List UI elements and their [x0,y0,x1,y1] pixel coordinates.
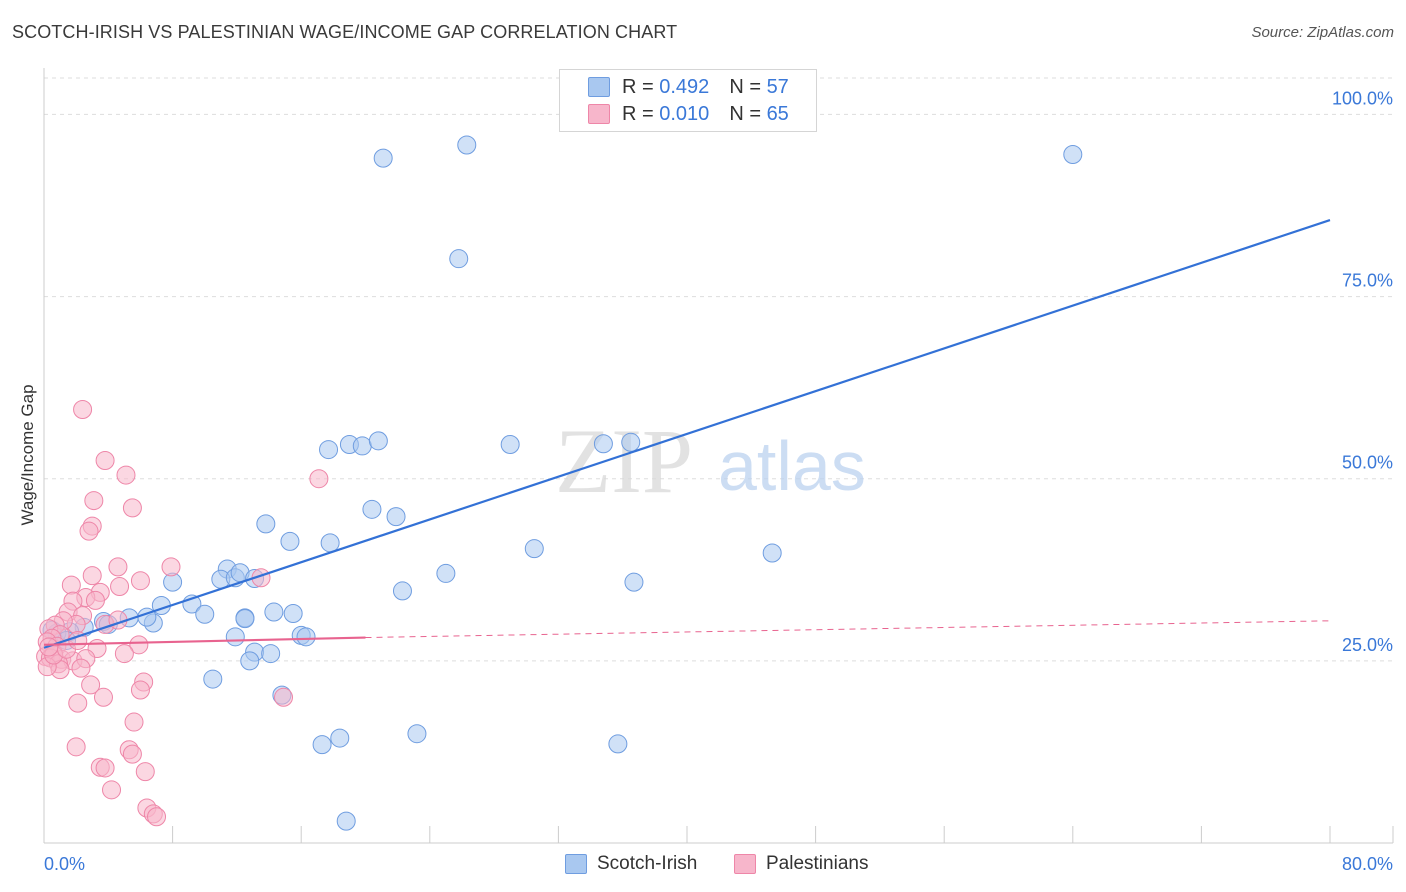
bottom-legend-scotch-irish: Scotch-Irish [565,852,697,876]
palestinians-point [84,491,104,511]
legend-row-scotch-irish: R = 0.492 N = 57 [588,75,789,99]
bottom-legend-swatch-palestinians [734,854,756,874]
legend-swatch-palestinians [588,104,610,124]
palestinians-point [161,557,181,577]
legend-n-value: 65 [766,102,789,125]
palestinians-point [82,566,102,586]
palestinians-point [122,498,142,518]
palestinians-point [81,675,101,695]
palestinians-point [108,557,128,577]
watermark-atlas: atlas [718,427,866,505]
scotch-irish-point [392,581,412,601]
y-tick-label: 75.0% [1342,271,1393,291]
legend-r-value: 0.010 [659,102,710,125]
scotch-irish-point [330,728,350,748]
palestinians-point [147,807,167,827]
palestinians-point [85,590,105,610]
scotch-irish-point [264,602,284,622]
bottom-legend-label-scotch-irish: Scotch-Irish [597,853,698,874]
source-label: Source: ZipAtlas.com [1251,24,1394,41]
y-tick-label: 50.0% [1342,453,1393,473]
scotch-irish-point [608,734,628,754]
chart-title: SCOTCH-IRISH VS PALESTINIAN WAGE/INCOME … [12,22,678,42]
palestinians-point [68,693,88,713]
palestinians-point [130,571,150,591]
palestinians-point [79,521,99,541]
scotch-irish-point [319,440,339,460]
palestinians-point [102,780,122,800]
y-tick-label: 100.0% [1332,88,1393,108]
scotch-irish-point [373,148,393,168]
scotch-irish-point [524,539,544,559]
palestinians-point [93,687,113,707]
scotch-irish-point [240,651,260,671]
palestinians-point [61,575,81,595]
legend-r-label: R = [622,102,654,125]
palestinians-point [124,712,144,732]
legend-n-label: N = [729,102,761,125]
legend-row-palestinians: R = 0.010 N = 65 [588,102,789,126]
palestinians-point [71,658,91,678]
scotch-irish-point [320,533,340,553]
palestinians-point [129,635,149,655]
palestinians-point [95,758,115,778]
scotch-irish-point [762,543,782,563]
palestinians-point [122,744,142,764]
palestinians-point [66,737,86,757]
palestinians-point [130,680,150,700]
scotch-irish-point [500,434,520,454]
legend-r-label: R = [622,75,654,98]
scotch-irish-point [593,434,613,454]
palestinians-point [114,644,134,664]
scotch-irish-point [621,432,641,452]
scotch-irish-point [312,735,332,755]
scotch-irish-point [624,572,644,592]
correlation-legend: R = 0.492 N = 57 R = 0.010 N = 65 [559,69,817,132]
scotch-irish-point [261,644,281,664]
scotch-irish-point [235,609,255,629]
scotch-irish-point [336,811,356,831]
trend-line-palestinians [365,620,1331,639]
palestinians-point [135,762,155,782]
legend-n-value: 57 [766,75,789,98]
palestinians-point [116,465,136,485]
x-tick-label: 0.0% [44,854,85,874]
scotch-irish-point [449,249,469,269]
trend-line-scotch-irish [43,219,1331,649]
scotch-irish-point [256,514,276,534]
bottom-legend-label-palestinians: Palestinians [766,853,869,874]
scotch-irish-point [203,669,223,689]
x-tick-label: 80.0% [1342,854,1393,874]
scotch-irish-point [195,604,215,624]
scotch-irish-point [457,135,477,155]
scotch-irish-point [296,627,316,647]
scotch-irish-point [407,724,427,744]
y-tick-label: 25.0% [1342,635,1393,655]
scotch-irish-point [1063,145,1083,164]
scotch-irish-point [436,563,456,583]
scotch-irish-point [352,436,372,456]
palestinians-point [274,687,294,707]
trend-line-palestinians [43,636,366,646]
scotch-irish-point [283,604,303,623]
palestinians-point [110,577,130,597]
palestinians-point [309,469,329,489]
legend-r-value: 0.492 [659,75,710,98]
scotch-irish-point [386,507,406,527]
scotch-irish-point [362,499,382,519]
scotch-irish-point [280,531,300,551]
bottom-legend-palestinians: Palestinians [734,852,868,876]
scotch-irish-point [225,627,245,647]
scotch-irish-point [368,431,388,451]
bottom-legend-swatch-scotch-irish [565,854,587,874]
legend-swatch-scotch-irish [588,77,610,97]
watermark-zip: ZIP [555,410,693,512]
legend-n-label: N = [729,75,761,98]
palestinians-point [95,451,115,470]
palestinians-point [73,400,93,419]
